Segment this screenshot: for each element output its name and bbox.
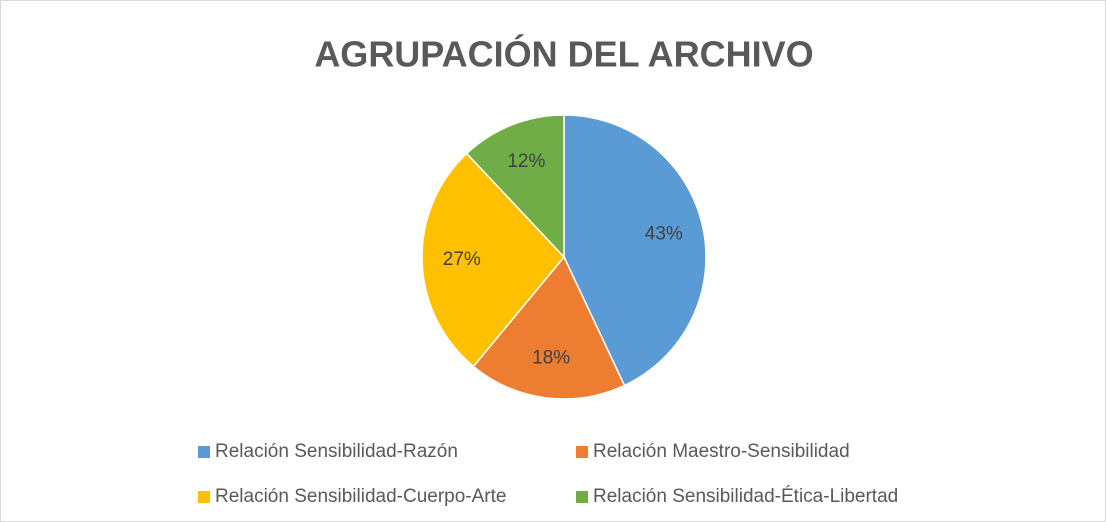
data-label: 43% [645,224,683,245]
legend-label: Relación Sensibilidad-Ética-Libertad [593,486,898,507]
legend-swatch [198,491,210,503]
data-label: 27% [443,249,481,270]
legend-swatch [576,446,588,458]
legend-label: Relación Maestro-Sensibilidad [593,441,850,462]
data-label: 12% [507,151,545,172]
chart-title: AGRUPACIÓN DEL ARCHIVO [314,33,813,75]
pie-slice [563,114,707,387]
legend-label: Relación Sensibilidad-Razón [215,441,458,462]
pie-slice [472,255,626,400]
legend-swatch [198,446,210,458]
data-label: 18% [532,347,570,368]
legend-label: Relación Sensibilidad-Cuerpo-Arte [215,486,507,507]
legend-swatch [576,491,588,503]
pie-slice [421,152,565,368]
pie-slice [465,114,565,259]
